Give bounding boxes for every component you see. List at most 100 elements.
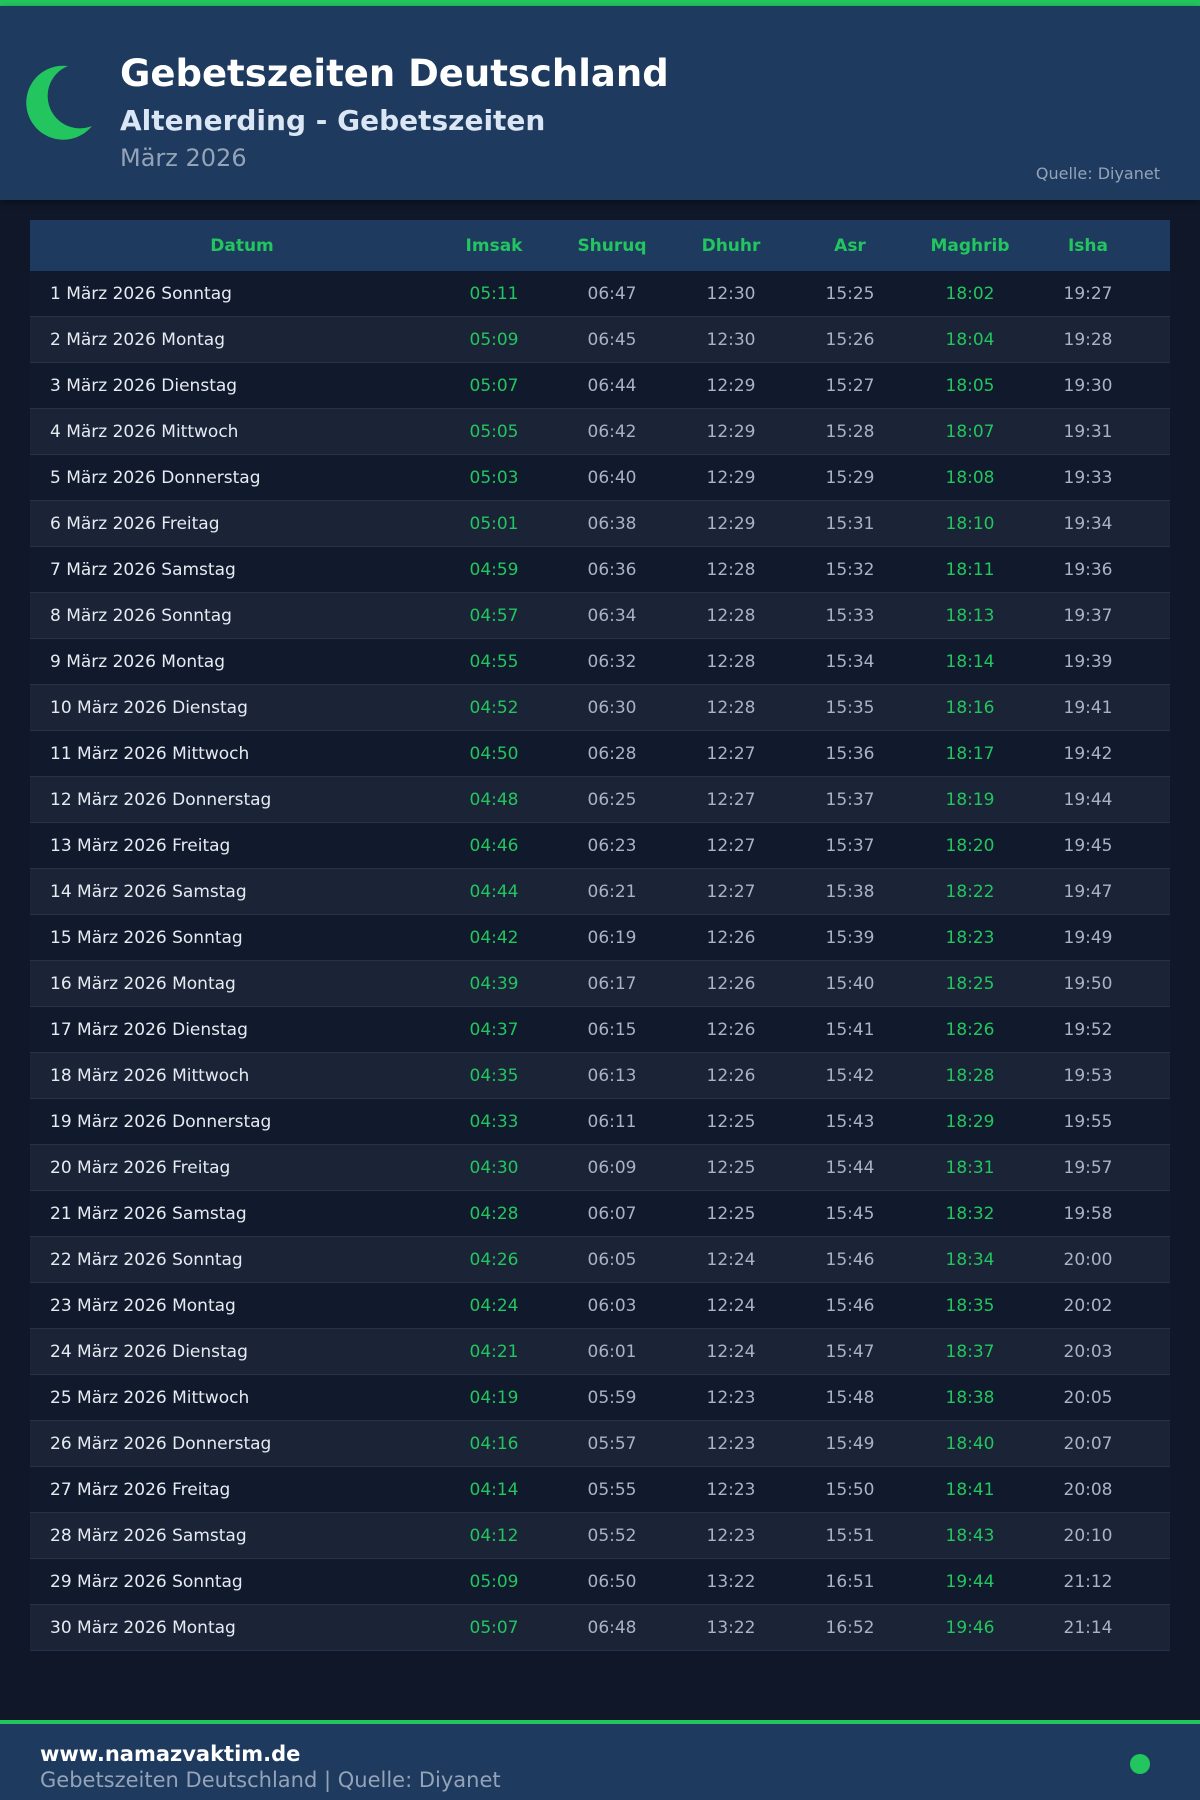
cell-isha: 19:28 xyxy=(1063,329,1113,350)
cell-imsak: 04:55 xyxy=(469,651,519,672)
cell-date: 6 März 2026 Freitag xyxy=(50,513,220,534)
cell-isha: 19:34 xyxy=(1063,513,1113,534)
cell-imsak: 04:48 xyxy=(469,789,519,810)
cell-imsak: 04:19 xyxy=(469,1387,519,1408)
cell-dhuhr: 12:23 xyxy=(706,1387,756,1408)
cell-asr: 15:46 xyxy=(825,1295,875,1316)
cell-imsak: 05:09 xyxy=(469,329,519,350)
cell-date: 3 März 2026 Dienstag xyxy=(50,375,238,396)
table-header: Datum Imsak Shuruq Dhuhr Asr Maghrib Isha xyxy=(30,220,1170,271)
cell-imsak: 05:03 xyxy=(469,467,519,488)
cell-date: 30 März 2026 Montag xyxy=(50,1617,236,1638)
cell-maghrib: 18:29 xyxy=(945,1111,995,1132)
cell-maghrib: 18:17 xyxy=(945,743,995,764)
cell-date: 5 März 2026 Donnerstag xyxy=(50,467,261,488)
cell-date: 10 März 2026 Dienstag xyxy=(50,697,248,718)
cell-dhuhr: 12:28 xyxy=(706,559,756,580)
table-row: 15 März 2026 Sonntag 04:42 06:19 12:26 15:39… xyxy=(30,915,1170,961)
cell-imsak: 04:21 xyxy=(469,1341,519,1362)
table-row: 16 März 2026 Montag 04:39 06:17 12:26 15:40 1… xyxy=(30,961,1170,1007)
cell-imsak: 05:07 xyxy=(469,375,519,396)
cell-imsak: 04:37 xyxy=(469,1019,519,1040)
cell-isha: 19:27 xyxy=(1063,283,1113,304)
cell-shuruq: 06:38 xyxy=(587,513,637,534)
crescent-moon-icon xyxy=(26,65,92,140)
cell-shuruq: 06:30 xyxy=(587,697,637,718)
cell-shuruq: 06:05 xyxy=(587,1249,637,1270)
page-subtitle: Altenerding - Gebetszeiten xyxy=(120,104,546,137)
cell-maghrib: 18:11 xyxy=(945,559,995,580)
table-row: 20 März 2026 Freitag 04:30 06:09 12:25 15:44… xyxy=(30,1145,1170,1191)
cell-date: 24 März 2026 Dienstag xyxy=(50,1341,248,1362)
cell-shuruq: 05:55 xyxy=(587,1479,637,1500)
top-accent-bar xyxy=(0,0,1200,6)
cell-isha: 20:07 xyxy=(1063,1433,1113,1454)
cell-maghrib: 19:46 xyxy=(945,1617,995,1638)
cell-date: 21 März 2026 Samstag xyxy=(50,1203,247,1224)
cell-maghrib: 18:16 xyxy=(945,697,995,718)
cell-asr: 15:48 xyxy=(825,1387,875,1408)
cell-maghrib: 18:04 xyxy=(945,329,995,350)
cell-dhuhr: 12:23 xyxy=(706,1479,756,1500)
cell-shuruq: 06:50 xyxy=(587,1571,637,1592)
cell-dhuhr: 12:27 xyxy=(706,881,756,902)
cell-date: 25 März 2026 Mittwoch xyxy=(50,1387,250,1408)
table-row: 4 März 2026 Mittwoch 05:05 06:42 12:29 15:28… xyxy=(30,409,1170,455)
cell-imsak: 05:09 xyxy=(469,1571,519,1592)
table-row: 27 März 2026 Freitag 04:14 05:55 12:23 15:50… xyxy=(30,1467,1170,1513)
cell-asr: 15:40 xyxy=(825,973,875,994)
cell-maghrib: 18:26 xyxy=(945,1019,995,1040)
cell-asr: 15:44 xyxy=(825,1157,875,1178)
cell-shuruq: 06:21 xyxy=(587,881,637,902)
table-row: 8 März 2026 Sonntag 04:57 06:34 12:28 15:33 1… xyxy=(30,593,1170,639)
cell-isha: 19:55 xyxy=(1063,1111,1113,1132)
table-row: 30 März 2026 Montag 05:07 06:48 13:22 16:52 1… xyxy=(30,1605,1170,1651)
column-header-shuruq: Shuruq xyxy=(577,235,647,256)
cell-date: 27 März 2026 Freitag xyxy=(50,1479,231,1500)
cell-dhuhr: 12:28 xyxy=(706,697,756,718)
cell-imsak: 04:46 xyxy=(469,835,519,856)
cell-asr: 16:51 xyxy=(825,1571,875,1592)
cell-shuruq: 06:40 xyxy=(587,467,637,488)
cell-isha: 20:10 xyxy=(1063,1525,1113,1546)
cell-imsak: 04:50 xyxy=(469,743,519,764)
cell-isha: 19:45 xyxy=(1063,835,1113,856)
cell-date: 18 März 2026 Mittwoch xyxy=(50,1065,250,1086)
cell-asr: 15:37 xyxy=(825,789,875,810)
cell-shuruq: 06:11 xyxy=(587,1111,637,1132)
cell-imsak: 04:42 xyxy=(469,927,519,948)
cell-date: 20 März 2026 Freitag xyxy=(50,1157,231,1178)
cell-imsak: 04:12 xyxy=(469,1525,519,1546)
cell-shuruq: 06:23 xyxy=(587,835,637,856)
table-row: 26 März 2026 Donnerstag 04:16 05:57 12:23 15… xyxy=(30,1421,1170,1467)
cell-dhuhr: 12:24 xyxy=(706,1341,756,1362)
cell-isha: 19:36 xyxy=(1063,559,1113,580)
footer-site-link[interactable]: www.namazvaktim.de xyxy=(40,1742,301,1766)
cell-asr: 15:42 xyxy=(825,1065,875,1086)
cell-date: 29 März 2026 Sonntag xyxy=(50,1571,243,1592)
cell-imsak: 05:11 xyxy=(469,283,519,304)
cell-asr: 15:35 xyxy=(825,697,875,718)
cell-date: 23 März 2026 Montag xyxy=(50,1295,236,1316)
cell-asr: 15:47 xyxy=(825,1341,875,1362)
table-row: 23 März 2026 Montag 04:24 06:03 12:24 15:46 1… xyxy=(30,1283,1170,1329)
cell-date: 2 März 2026 Montag xyxy=(50,329,226,350)
cell-isha: 20:02 xyxy=(1063,1295,1113,1316)
cell-maghrib: 18:43 xyxy=(945,1525,995,1546)
cell-shuruq: 06:01 xyxy=(587,1341,637,1362)
cell-maghrib: 18:19 xyxy=(945,789,995,810)
cell-dhuhr: 13:22 xyxy=(706,1617,756,1638)
page-header: Gebetszeiten Deutschland Altenerding - G… xyxy=(0,6,1200,200)
table-row: 6 März 2026 Freitag 05:01 06:38 12:29 15:31 1… xyxy=(30,501,1170,547)
table-row: 12 März 2026 Donnerstag 04:48 06:25 12:27 15… xyxy=(30,777,1170,823)
cell-dhuhr: 12:24 xyxy=(706,1295,756,1316)
cell-shuruq: 06:32 xyxy=(587,651,637,672)
cell-isha: 19:41 xyxy=(1063,697,1113,718)
cell-isha: 19:57 xyxy=(1063,1157,1113,1178)
cell-imsak: 05:05 xyxy=(469,421,519,442)
table-row: 24 März 2026 Dienstag 04:21 06:01 12:24 15:4… xyxy=(30,1329,1170,1375)
cell-isha: 20:08 xyxy=(1063,1479,1113,1500)
cell-shuruq: 06:47 xyxy=(587,283,637,304)
table-row: 17 März 2026 Dienstag 04:37 06:15 12:26 15:4… xyxy=(30,1007,1170,1053)
cell-maghrib: 18:25 xyxy=(945,973,995,994)
